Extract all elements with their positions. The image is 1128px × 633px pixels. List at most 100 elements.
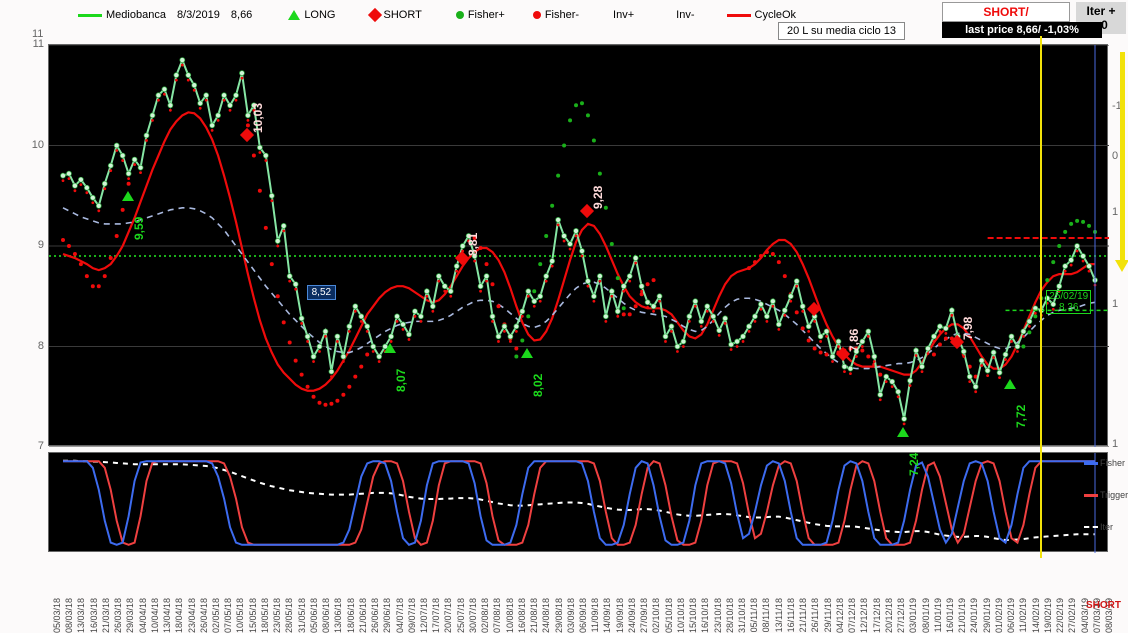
xtick: 17/07/18 [431,598,441,633]
xtick: 26/03/18 [113,598,123,633]
xtick: 13/04/18 [162,598,172,633]
xtick: 16/01/19 [945,598,955,633]
xtick: 18/04/18 [174,598,184,633]
xtick: 24/09/18 [627,598,637,633]
xtick: 08/06/18 [321,598,331,633]
y2tick: 1 [1112,206,1118,218]
y2tick: 0 [1112,150,1118,162]
long-marker [384,343,396,353]
sub-legend: Fisher Trigger Iter [1084,456,1128,552]
legend-invneg: Inv- [676,9,694,21]
xtick: 16/11/18 [786,598,796,632]
long-annot: 8,07 [394,369,408,392]
symbol-label: Mediobanca [106,9,166,21]
xtick: 11/09/18 [590,598,600,632]
short-annot: 10,03 [251,103,265,133]
xtick: 23/10/18 [713,598,723,633]
short-annot: 9,28 [591,186,605,209]
xtick: 05/10/18 [664,598,674,633]
x-axis: 05/03/1808/03/1813/03/1816/03/1821/03/18… [48,554,1108,604]
xtick: 19/09/18 [615,598,625,633]
xtick: 04/12/18 [835,598,845,633]
date-label: 8/3/2019 [177,9,220,21]
xtick: 16/08/18 [517,598,527,633]
xtick: 11/01/19 [933,598,943,632]
xtick: 01/02/19 [994,598,1004,633]
xtick: 14/02/19 [1031,598,1041,633]
ytick: 9 [38,239,44,251]
y2tick: 1 [1112,438,1118,450]
xtick: 23/04/18 [187,598,197,633]
xtick: 21/08/18 [529,598,539,633]
xtick: 08/01/19 [921,598,931,633]
xtick: 26/11/18 [810,598,820,632]
xtick: 21/01/19 [957,598,967,633]
xtick: 03/09/18 [566,598,576,633]
xtick: 10/05/18 [235,598,245,633]
long-marker [122,191,134,201]
xtick: 04/07/18 [395,598,405,633]
sub-chart [48,452,1108,552]
xtick: 31/05/18 [297,598,307,633]
xtick: 02/08/18 [480,598,490,633]
legend-short: SHORT [370,9,422,21]
short-annot: 7,98 [961,316,975,339]
xtick: 27/09/18 [639,598,649,633]
long-marker [521,348,533,358]
date-price-box: 25/02/198,36 [1046,290,1091,314]
xtick: 30/07/18 [468,598,478,633]
xtick: 17/12/18 [872,598,882,633]
ytick: 10 [32,139,44,151]
xtick: 14/09/18 [602,598,612,633]
xtick: 08/03/18 [64,598,74,633]
xtick: 29/06/18 [382,598,392,633]
xtick: 21/03/18 [101,598,111,633]
xtick: 18/05/18 [260,598,270,633]
xtick: 28/05/18 [284,598,294,633]
xtick: 07/12/18 [847,598,857,633]
status-short-badge: SHORT/ [942,2,1070,22]
yellow-vline [1040,36,1042,558]
ytick: 11 [33,38,44,50]
xtick: 26/06/18 [370,598,380,633]
xtick: 31/10/18 [737,598,747,633]
xtick: 07/08/18 [492,598,502,633]
xtick: 05/03/18 [52,598,62,633]
xtick: 18/06/18 [346,598,356,633]
xtick: 03/01/19 [908,598,918,633]
xtick: 21/06/18 [358,598,368,633]
xtick: 29/11/18 [823,598,833,632]
xtick: 26/04/18 [199,598,209,633]
xtick: 07/05/18 [223,598,233,633]
long-annot: 8,02 [531,374,545,397]
yellow-arrow-icon [1120,52,1125,260]
legend-cycle: CycleOk [727,9,797,21]
short-annot: 7,86 [847,328,861,351]
xtick: 29/08/18 [554,598,564,633]
legend-price: Mediobanca 8/3/2019 8,66 [78,9,252,21]
legend-invpos: Inv+ [613,9,634,21]
status-cycle-info: 20 L su media ciclo 13 [778,22,905,40]
xtick: 19/02/19 [1043,598,1053,633]
ytick: 7 [38,440,44,452]
xtick: 24/08/18 [541,598,551,633]
y2tick: 1 [1112,298,1118,310]
xtick: 05/06/18 [309,598,319,633]
xtick: 12/07/18 [419,598,429,633]
xtick: 13/06/18 [333,598,343,633]
xtick: 16/10/18 [700,598,710,633]
xtick: 23/05/18 [272,598,282,633]
short-annot: 8,81 [466,233,480,256]
xtick: 15/05/18 [248,598,258,633]
long-marker [897,427,909,437]
legend-long: LONG [288,9,335,21]
xtick: 20/12/18 [884,598,894,633]
long-marker [1004,379,1016,389]
xtick: 10/04/18 [150,598,160,633]
legend-fisherneg: Fisher- [533,9,579,21]
xtick: 04/04/18 [138,598,148,633]
status-last-price: last price 8,66/ -1,03% [942,22,1102,38]
long-annot: 9,59 [132,216,146,239]
bottom-short-label: SHORT [1086,600,1121,611]
xtick: 22/02/19 [1055,598,1065,633]
